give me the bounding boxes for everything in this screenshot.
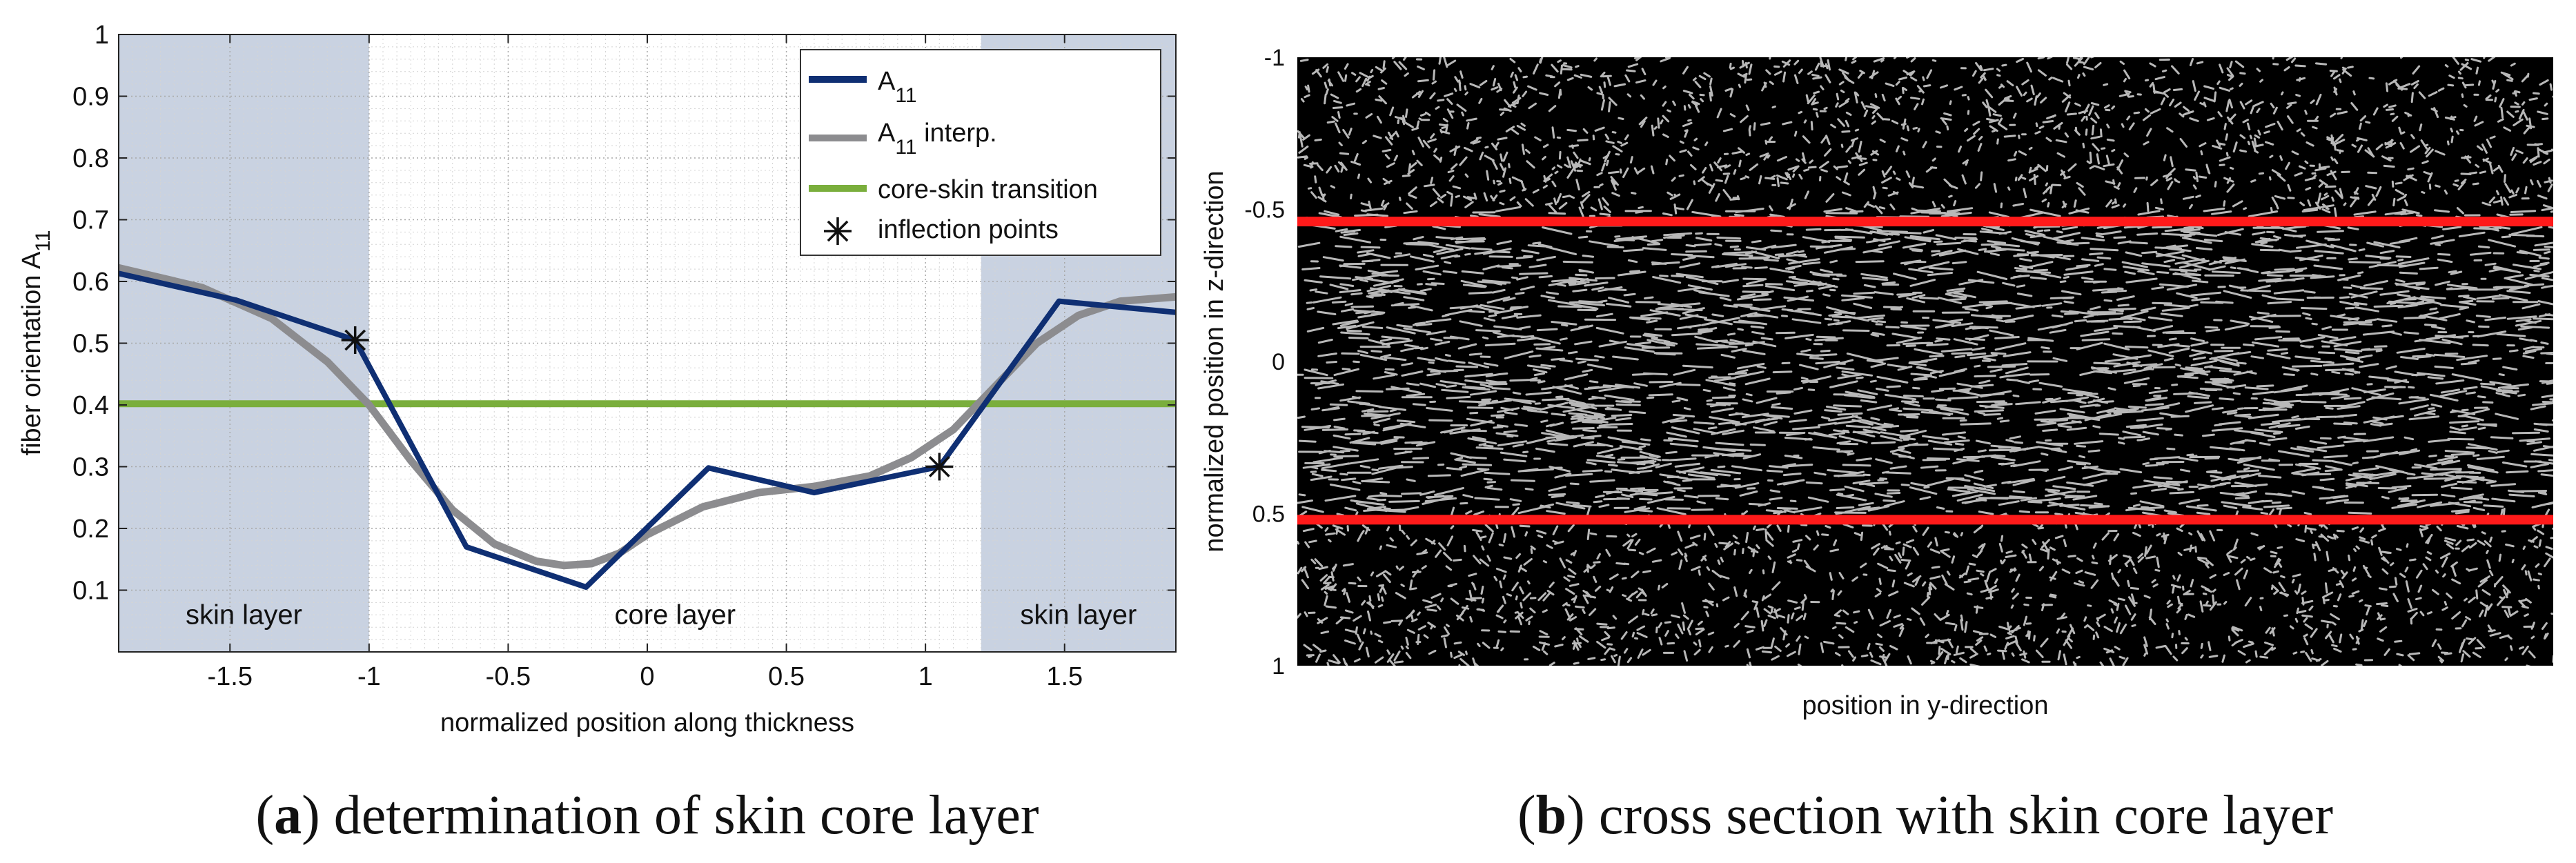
y-tick-label-a: 0.9 [72, 83, 109, 112]
skin-layer-label-1: skin layer [1020, 600, 1137, 631]
y-axis-label-a: fiber orientation A11 [17, 230, 55, 456]
y-tick-label-a: 0.7 [72, 206, 109, 235]
legend-star-glyph [824, 217, 852, 245]
skin-layer-label-0: skin layer [186, 600, 302, 631]
x-tick-label-a: -0.5 [486, 662, 531, 691]
y-tick-label-b: 0 [1272, 349, 1285, 375]
series-a11 [119, 270, 1176, 591]
y-tick-label-b: -0.5 [1244, 197, 1285, 224]
legend: A11 A11 interp. core-skin transition inf… [800, 49, 1161, 256]
y-tick-label-a: 0.4 [72, 391, 109, 420]
caption-b: (b) cross section with skin core layer [1517, 785, 2333, 846]
inflection-point-marker [341, 326, 369, 355]
y-tick-label-a: 0.3 [72, 453, 109, 482]
y-tick-label-b: -1 [1264, 45, 1285, 71]
x-tick-label-a: -1 [357, 662, 381, 691]
x-tick-label-a: 1 [918, 662, 933, 691]
core-layer-label: core layer [615, 600, 736, 631]
x-tick-label-a: -1.5 [208, 662, 253, 691]
y-tick-label-a: 0.6 [72, 268, 109, 297]
y-tick-label-a: 1 [95, 21, 109, 50]
x-axis-label-b: position in y-direction [1802, 691, 2049, 720]
y-tick-label-a: 0.8 [72, 144, 109, 173]
x-tick-label-a: 0 [640, 662, 654, 691]
legend-label-a11-interp: A11 interp. [878, 119, 997, 159]
inflection-point-marker [925, 453, 954, 481]
y-tick-label-a: 0.5 [72, 330, 109, 359]
legend-marker-star [824, 217, 852, 245]
fiber-noise [1297, 57, 2553, 666]
legend-box [800, 49, 1161, 256]
legend-label-core-skin: core-skin transition [878, 175, 1098, 204]
x-tick-label-a: 1.5 [1046, 662, 1083, 691]
panel-b-image: -1 -0.5 0 0.5 1 position in y-direction norm… [1200, 45, 2553, 720]
x-axis-label-a: normalized position along thickness [440, 708, 854, 737]
panel-a-chart: -1.5 -1 -0.5 0 0.5 1 1.5 0.1 0.2 0.3 0.4 0.5 0.6 0.7 0… [17, 21, 1177, 737]
y-tick-label-a: 0.2 [72, 515, 109, 544]
y-tick-label-b: 1 [1272, 653, 1285, 680]
y-tick-label-b: 0.5 [1252, 502, 1285, 528]
legend-label-a11: A11 [878, 67, 917, 107]
fiber-strokes [1297, 57, 2553, 666]
y-tick-label-a: 0.1 [72, 577, 109, 606]
y-axis-label-b: normalized position in z-direction [1200, 170, 1229, 552]
caption-a: (a) determination of skin core layer [255, 785, 1039, 846]
x-tick-label-a: 0.5 [768, 662, 805, 691]
legend-label-inflection: inflection points [878, 215, 1059, 244]
